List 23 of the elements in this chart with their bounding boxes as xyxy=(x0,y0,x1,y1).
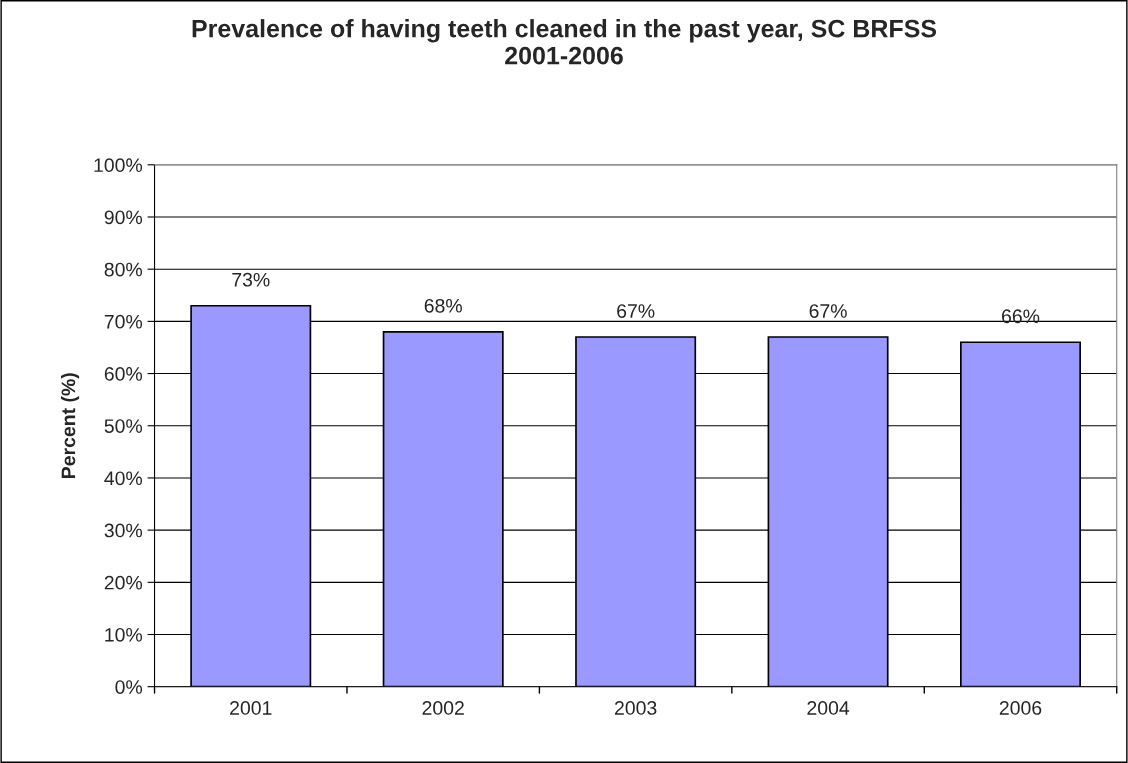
y-tick-label: 50% xyxy=(104,419,143,433)
x-tick-label: 2002 xyxy=(422,701,464,715)
y-axis-title: Percent (%) xyxy=(60,373,80,478)
y-tick-label: 20% xyxy=(104,575,143,590)
y-tick-label: 60% xyxy=(104,367,143,381)
x-tick-label: 2001 xyxy=(230,701,272,715)
y-tick-label: 10% xyxy=(105,627,143,642)
y-tick-label: 80% xyxy=(104,262,143,277)
y-tick-label: 30% xyxy=(104,523,143,538)
y-tick-label: 40% xyxy=(104,471,143,486)
x-tick-label: 2004 xyxy=(807,701,850,715)
y-tick-label: 100% xyxy=(94,158,143,173)
x-tick-label: 2003 xyxy=(614,701,657,715)
data-label: 68% xyxy=(424,298,462,313)
data-label: 67% xyxy=(809,304,847,318)
x-tick-label: 2006 xyxy=(999,701,1042,715)
data-label: 67% xyxy=(617,304,655,318)
y-tick-label: 0% xyxy=(115,680,143,694)
data-label: 73% xyxy=(232,272,270,287)
chart-title: Prevalence of having teeth cleaned in the past year, SC BRFSS 2001-2006 xyxy=(192,19,937,65)
y-tick-label: 90% xyxy=(104,210,143,225)
data-label: 66% xyxy=(1002,309,1040,324)
y-tick-label: 70% xyxy=(104,314,143,329)
